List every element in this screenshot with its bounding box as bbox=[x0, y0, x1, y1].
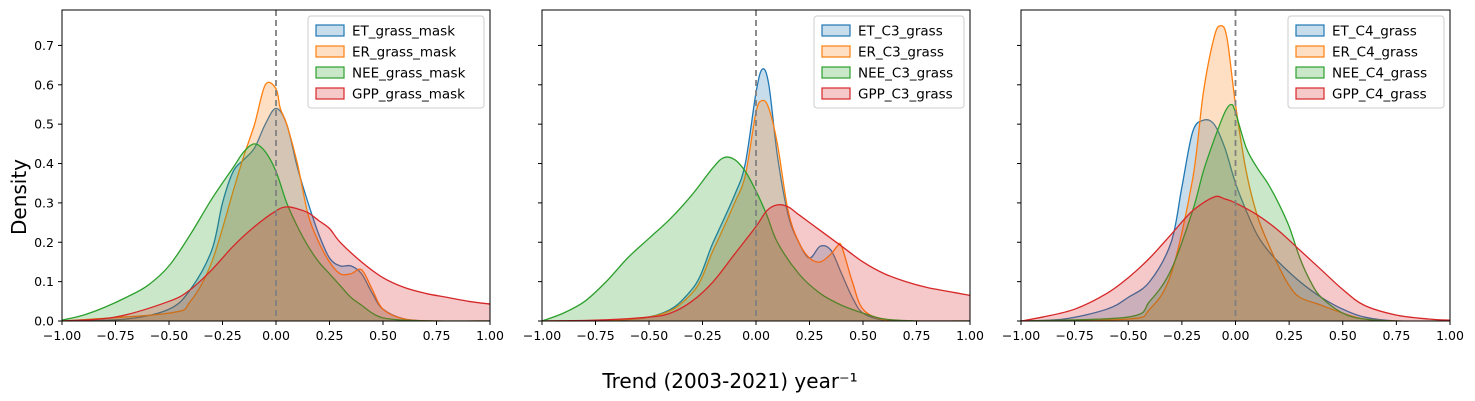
x-tick-label: 1.00 bbox=[476, 328, 504, 343]
y-tick-label: 0.0 bbox=[34, 314, 54, 329]
panel-3: −1.00 −0.75 −0.50 −0.25 0.00 0.25 0.50 0.75 1.00… bbox=[1002, 9, 1464, 343]
legend-swatch-GPP_C4_grass bbox=[1295, 87, 1325, 100]
legend-box bbox=[307, 15, 485, 109]
density-line-ER_C4_grass bbox=[1021, 25, 1450, 321]
y-tick-label: 0.2 bbox=[34, 235, 54, 250]
y-tick-label: 0.3 bbox=[34, 195, 54, 210]
legend-box bbox=[1287, 15, 1445, 109]
x-tick-label: −0.75 bbox=[1055, 328, 1093, 343]
y-tick-label: 0.5 bbox=[34, 117, 54, 132]
x-tick-label: 1.00 bbox=[1436, 328, 1464, 343]
x-tick-label: 0.25 bbox=[1275, 328, 1303, 343]
panel-1: −1.00 −0.75 −0.50 −0.25 0.00 0.25 0.50 0.75 1.00… bbox=[34, 9, 504, 343]
legend: ET_C3_grass ER_C3_grass NEE_C3_grass GPP_C3… bbox=[813, 15, 965, 109]
legend-label-GPP_C4_grass: GPP_C4_grass bbox=[1332, 87, 1427, 103]
legend-swatch-ET_C3_grass bbox=[821, 24, 851, 37]
legend-label-NEE_grass_mask: NEE_grass_mask bbox=[352, 66, 466, 82]
legend-swatch-ET_C4_grass bbox=[1295, 24, 1325, 37]
x-tick-label: −0.50 bbox=[150, 328, 188, 343]
x-tick-label: 0.75 bbox=[423, 328, 451, 343]
legend-swatch-NEE_C3_grass bbox=[821, 66, 851, 79]
legend: ET_C4_grass ER_C4_grass NEE_C4_grass GPP_C4… bbox=[1287, 15, 1445, 109]
legend-label-ET_C4_grass: ET_C4_grass bbox=[1332, 24, 1417, 40]
y-tick-label: 0.1 bbox=[34, 274, 54, 289]
legend-swatch-NEE_grass_mask bbox=[315, 66, 345, 79]
legend-label-GPP_C3_grass: GPP_C3_grass bbox=[858, 87, 953, 103]
x-tick-label: −0.75 bbox=[576, 328, 614, 343]
legend-swatch-ER_C3_grass bbox=[821, 45, 851, 58]
density-line-NEE_C4_grass bbox=[1021, 103, 1450, 321]
x-tick-label: −0.25 bbox=[1163, 328, 1201, 343]
panel-2: −1.00 −0.75 −0.50 −0.25 0.00 0.25 0.50 0.75 1.00… bbox=[523, 9, 984, 343]
x-tick-label: 0.00 bbox=[1222, 328, 1250, 343]
legend-label-NEE_C4_grass: NEE_C4_grass bbox=[1332, 66, 1427, 82]
legend: ET_grass_mask ER_grass_mask NEE_grass_mask… bbox=[307, 15, 485, 109]
density-line-ET_C4_grass bbox=[1021, 118, 1450, 321]
x-tick-label: −0.25 bbox=[683, 328, 721, 343]
x-tick-label: −1.00 bbox=[523, 328, 561, 343]
x-tick-label: −0.50 bbox=[1109, 328, 1147, 343]
x-tick-label: −1.00 bbox=[43, 328, 81, 343]
legend-swatch-GPP_C3_grass bbox=[821, 87, 851, 100]
x-tick-label: 0.50 bbox=[849, 328, 877, 343]
legend-label-ER_grass_mask: ER_grass_mask bbox=[352, 45, 456, 61]
legend-label-ER_C4_grass: ER_C4_grass bbox=[1332, 45, 1418, 61]
legend-label-GPP_grass_mask: GPP_grass_mask bbox=[352, 87, 465, 103]
density-line-NEE_C3_grass bbox=[542, 156, 970, 321]
density-line-NEE_grass_mask bbox=[62, 143, 490, 321]
legend-swatch-ER_C4_grass bbox=[1295, 45, 1325, 58]
density-line-GPP_C3_grass bbox=[542, 204, 970, 321]
x-tick-label: 0.50 bbox=[369, 328, 397, 343]
x-tick-label: −0.25 bbox=[203, 328, 241, 343]
legend-swatch-ET_grass_mask bbox=[315, 24, 345, 37]
x-tick-label: 0.25 bbox=[316, 328, 344, 343]
x-tick-label: 0.00 bbox=[262, 328, 290, 343]
legend-label-ET_C3_grass: ET_C3_grass bbox=[858, 24, 943, 40]
y-tick-label: 0.7 bbox=[34, 38, 54, 53]
x-tick-label: 0.75 bbox=[1382, 328, 1410, 343]
x-tick-label: 0.25 bbox=[796, 328, 824, 343]
x-axis-title: Trend (2003-2021) year⁻¹ bbox=[601, 369, 857, 393]
density-line-GPP_C4_grass bbox=[1021, 195, 1450, 321]
legend-label-NEE_C3_grass: NEE_C3_grass bbox=[858, 66, 953, 82]
density-area-NEE_C3_grass bbox=[542, 157, 970, 321]
legend-swatch-NEE_C4_grass bbox=[1295, 66, 1325, 79]
x-tick-label: 0.50 bbox=[1329, 328, 1357, 343]
density-line-GPP_grass_mask bbox=[62, 206, 490, 321]
legend-label-ER_C3_grass: ER_C3_grass bbox=[858, 45, 944, 61]
legend-swatch-GPP_grass_mask bbox=[315, 87, 345, 100]
y-tick-label: 0.6 bbox=[34, 77, 54, 92]
density-line-ER_grass_mask bbox=[62, 81, 490, 321]
y-axis-title: Density bbox=[7, 159, 31, 235]
density-line-ER_C3_grass bbox=[542, 99, 970, 321]
legend-box bbox=[813, 15, 965, 109]
x-tick-label: −1.00 bbox=[1002, 328, 1040, 343]
legend-label-ET_grass_mask: ET_grass_mask bbox=[352, 24, 455, 40]
x-tick-label: 0.00 bbox=[742, 328, 770, 343]
x-tick-label: 0.75 bbox=[903, 328, 931, 343]
x-tick-label: 1.00 bbox=[956, 328, 984, 343]
legend-swatch-ER_grass_mask bbox=[315, 45, 345, 58]
x-tick-label: −0.50 bbox=[630, 328, 668, 343]
y-tick-label: 0.4 bbox=[34, 156, 54, 171]
x-tick-label: −0.75 bbox=[96, 328, 134, 343]
